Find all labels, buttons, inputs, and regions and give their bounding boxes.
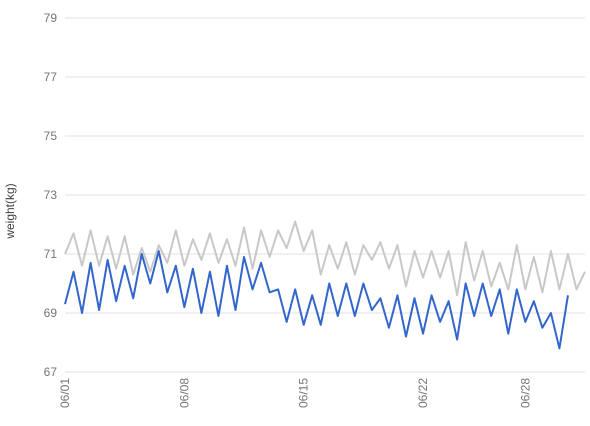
gridlines	[65, 17, 585, 373]
series-line-1	[64, 220, 586, 297]
y-tick-label: 67	[44, 365, 58, 379]
y-tick-label: 79	[44, 11, 58, 25]
series-lines	[64, 220, 586, 350]
y-tick-label: 71	[44, 247, 58, 261]
y-tick-label: 73	[44, 188, 58, 202]
y-tick-label: 75	[44, 129, 58, 143]
x-tick-label: 06/01	[58, 378, 72, 408]
x-tick-label: 06/22	[416, 378, 430, 408]
x-tick-label: 06/15	[297, 378, 311, 408]
series-line-2	[64, 250, 569, 350]
x-axis-ticks: 06/01 06/08 06/15 06/22 06/28	[58, 378, 532, 408]
y-axis-ticks: 67 69 71 73 75 77 79	[44, 11, 58, 379]
y-tick-label: 69	[44, 306, 58, 320]
x-tick-label: 06/28	[518, 378, 532, 408]
y-axis-title: weight(kg)	[3, 183, 17, 239]
x-tick-label: 06/08	[177, 378, 191, 408]
y-tick-label: 77	[44, 70, 58, 84]
